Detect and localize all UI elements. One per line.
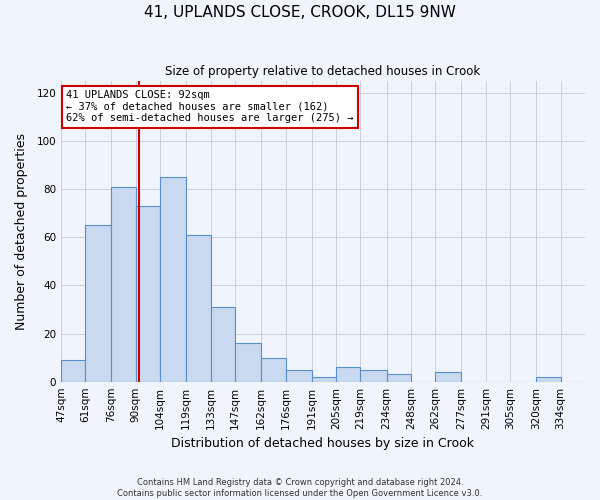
Bar	[160, 177, 186, 382]
Bar	[211, 307, 235, 382]
Y-axis label: Number of detached properties: Number of detached properties	[15, 132, 28, 330]
Bar	[112, 186, 136, 382]
Bar	[61, 360, 85, 382]
Bar	[336, 367, 361, 382]
Text: Contains HM Land Registry data © Crown copyright and database right 2024.
Contai: Contains HM Land Registry data © Crown c…	[118, 478, 482, 498]
Bar	[85, 225, 112, 382]
Text: 41, UPLANDS CLOSE, CROOK, DL15 9NW: 41, UPLANDS CLOSE, CROOK, DL15 9NW	[144, 5, 456, 20]
Bar	[286, 370, 311, 382]
Bar	[261, 358, 286, 382]
Bar	[136, 206, 160, 382]
Title: Size of property relative to detached houses in Crook: Size of property relative to detached ho…	[166, 65, 481, 78]
Bar	[386, 374, 411, 382]
Bar	[536, 377, 560, 382]
Bar	[311, 377, 336, 382]
Text: 41 UPLANDS CLOSE: 92sqm
← 37% of detached houses are smaller (162)
62% of semi-d: 41 UPLANDS CLOSE: 92sqm ← 37% of detache…	[66, 90, 353, 124]
Bar	[186, 234, 211, 382]
Bar	[361, 370, 386, 382]
Bar	[435, 372, 461, 382]
Bar	[235, 343, 261, 382]
X-axis label: Distribution of detached houses by size in Crook: Distribution of detached houses by size …	[172, 437, 475, 450]
